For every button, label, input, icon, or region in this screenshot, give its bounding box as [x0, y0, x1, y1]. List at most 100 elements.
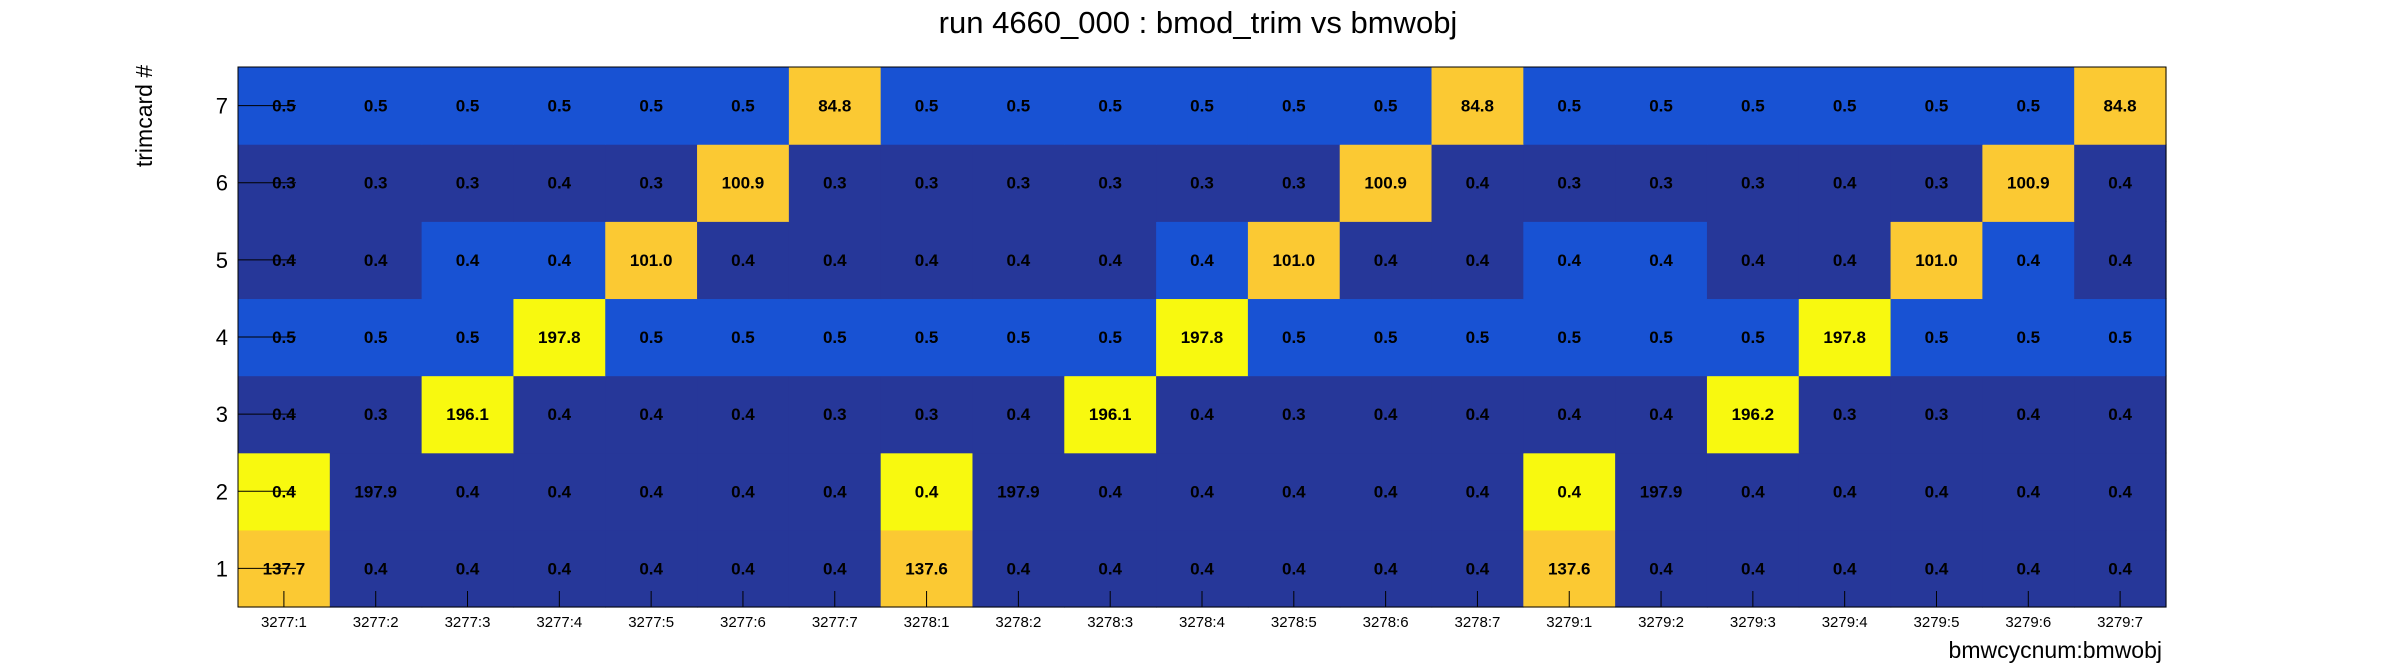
- x-tick-label: 3278:6: [1363, 614, 1409, 631]
- cell-value-label: 0.4: [1557, 482, 1581, 501]
- cell-value-label: 196.2: [1732, 405, 1775, 424]
- cell-value-label: 0.5: [1557, 97, 1581, 116]
- cell-value-label: 0.5: [1282, 328, 1306, 347]
- heatmap-cell: [1247, 221, 1341, 300]
- heatmap-cell: [329, 298, 423, 377]
- cell-value-label: 0.5: [1741, 328, 1765, 347]
- cell-value-label: 0.4: [1374, 251, 1398, 270]
- x-tick-label: 3279:1: [1546, 614, 1592, 631]
- heatmap-cell: [1706, 375, 1800, 454]
- heatmap-cell: [1798, 144, 1892, 222]
- heatmap-cell: [788, 144, 882, 222]
- heatmap-cell: [1431, 221, 1524, 300]
- cell-value-label: 0.5: [1649, 97, 1673, 116]
- heatmap-cell: [1982, 452, 2075, 531]
- y-axis: 1 2 3 4 5 6 7: [216, 94, 296, 581]
- cell-value-label: 0.3: [1098, 174, 1122, 193]
- cell-value-label: 0.4: [1925, 559, 1949, 578]
- cell-value-label: 0.5: [1007, 97, 1031, 116]
- heatmap-cell: [1431, 67, 1524, 145]
- heatmap-cell: [1615, 144, 1708, 222]
- x-tick-label: 3277:7: [812, 614, 858, 631]
- cell-value-label: 197.9: [354, 482, 397, 501]
- heatmap-cell: [972, 221, 1065, 300]
- cell-value-label: 0.4: [1833, 174, 1857, 193]
- cell-value-label: 0.3: [1282, 174, 1306, 193]
- cell-value-label: 101.0: [630, 251, 673, 270]
- cell-value-label: 0.4: [1649, 405, 1673, 424]
- x-tick-label: 3278:5: [1271, 614, 1317, 631]
- cell-value-label: 0.4: [1374, 559, 1398, 578]
- cell-value-label: 0.4: [548, 251, 572, 270]
- cell-value-label: 0.3: [1649, 174, 1673, 193]
- cell-value-label: 197.8: [1823, 328, 1866, 347]
- heatmap-cell: [1431, 452, 1524, 531]
- cell-value-label: 0.4: [1741, 482, 1765, 501]
- cell-value-label: 0.4: [915, 251, 939, 270]
- cell-value-label: 0.4: [2108, 174, 2132, 193]
- heatmap-cell: [1431, 298, 1524, 377]
- cell-value-label: 0.3: [456, 174, 480, 193]
- cell-value-label: 0.3: [823, 174, 847, 193]
- cell-value-label: 0.5: [1282, 97, 1306, 116]
- heatmap-cell: [1706, 67, 1800, 145]
- heatmap-cell: [697, 375, 790, 454]
- cell-value-label: 0.4: [1007, 405, 1031, 424]
- y-tick-label: 2: [216, 479, 228, 504]
- cell-value-label: 197.9: [997, 482, 1040, 501]
- heatmap-cell: [1798, 452, 1892, 531]
- cell-value-label: 0.4: [456, 251, 480, 270]
- cell-value-label: 100.9: [722, 174, 765, 193]
- heatmap-cell: [2074, 298, 2167, 377]
- cell-value-label: 0.4: [2016, 559, 2040, 578]
- heatmap-cell: [421, 67, 515, 145]
- heatmap-cell: [1615, 298, 1708, 377]
- heatmap-cell: [1615, 67, 1708, 145]
- cell-value-label: 0.4: [1557, 405, 1581, 424]
- heatmap-cell: [1798, 298, 1892, 377]
- cell-value-label: 197.9: [1640, 482, 1683, 501]
- cell-value-label: 0.4: [2108, 482, 2132, 501]
- heatmap-cell: [1247, 67, 1341, 145]
- cell-value-label: 0.4: [1466, 559, 1490, 578]
- heatmap-cell: [513, 375, 606, 454]
- cell-value-label: 137.6: [905, 559, 948, 578]
- heatmap-cell: [2074, 144, 2167, 222]
- cell-value-label: 0.5: [1190, 97, 1214, 116]
- heatmap-cell: [329, 144, 423, 222]
- cell-value-label: 0.5: [639, 328, 663, 347]
- y-tick-label: 5: [216, 248, 228, 273]
- heatmap-cell: [972, 298, 1065, 377]
- cell-value-label: 0.4: [1098, 482, 1122, 501]
- heatmap-cell: [1064, 144, 1157, 222]
- cell-value-label: 0.4: [1190, 405, 1214, 424]
- cell-value-label: 197.8: [1181, 328, 1224, 347]
- heatmap-cell: [1064, 452, 1157, 531]
- cell-value-label: 0.4: [639, 559, 663, 578]
- cell-value-label: 0.4: [548, 482, 572, 501]
- cell-value-label: 0.4: [1833, 251, 1857, 270]
- x-tick-label: 3278:3: [1087, 614, 1133, 631]
- cell-value-label: 0.5: [1374, 328, 1398, 347]
- cell-value-label: 84.8: [818, 97, 851, 116]
- x-axis-title: bmwcycnum:bmwobj: [1949, 637, 2162, 663]
- cell-value-label: 0.4: [1833, 559, 1857, 578]
- heatmap-cell: [697, 452, 790, 531]
- cell-value-label: 0.4: [548, 405, 572, 424]
- cell-value-label: 0.5: [731, 97, 755, 116]
- heatmap-cell: [2074, 452, 2167, 531]
- heatmap-cell: [1064, 298, 1157, 377]
- heatmap-cell: [2074, 67, 2167, 145]
- cell-value-label: 0.4: [548, 559, 572, 578]
- cell-value-label: 0.4: [1190, 251, 1214, 270]
- cell-value-label: 0.5: [1007, 328, 1031, 347]
- cell-value-label: 0.4: [2016, 482, 2040, 501]
- x-tick-label: 3277:2: [353, 614, 399, 631]
- x-tick-label: 3277:6: [720, 614, 766, 631]
- cell-value-label: 0.4: [1649, 251, 1673, 270]
- cell-value-label: 0.5: [1925, 97, 1949, 116]
- cell-value-label: 0.5: [639, 97, 663, 116]
- chart-title: run 4660_000 : bmod_trim vs bmwobj: [939, 5, 1458, 40]
- heatmap-cell: [1798, 67, 1892, 145]
